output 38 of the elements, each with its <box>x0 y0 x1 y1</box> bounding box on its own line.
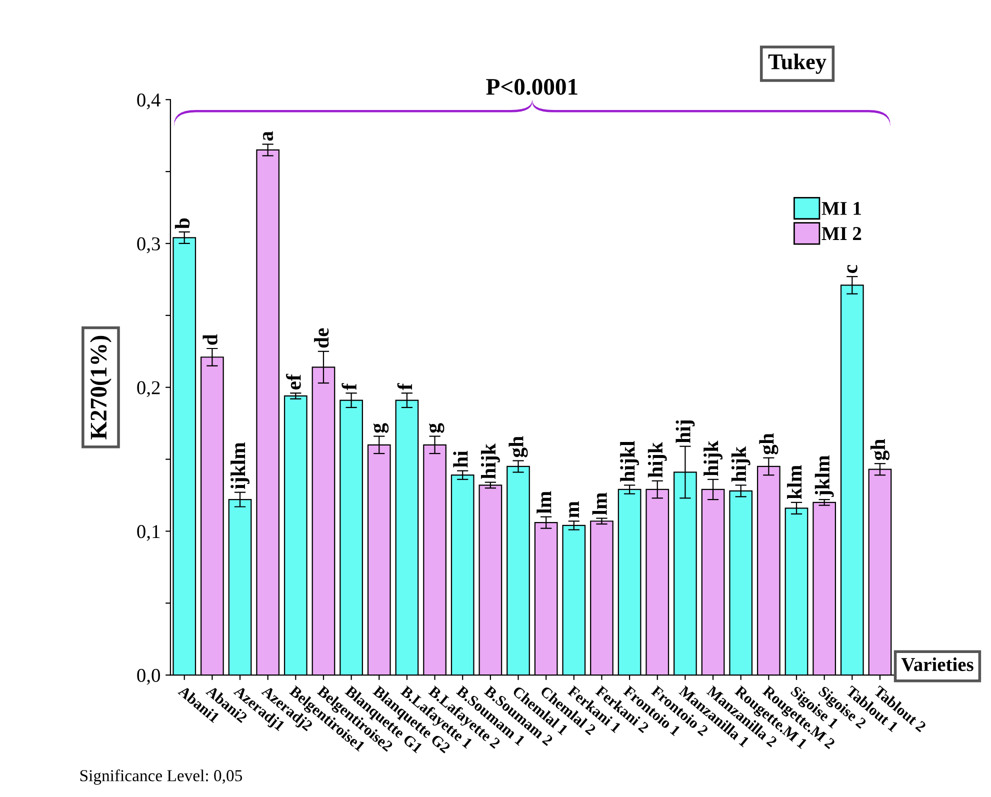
data-label: lm <box>536 491 552 514</box>
data-label: hijkl <box>620 440 639 482</box>
data-label: gh <box>870 439 890 460</box>
data-label: hijk <box>704 440 722 476</box>
y-tick-label: 0,0 <box>137 668 160 685</box>
data-label: m <box>569 501 579 518</box>
legend-label: MI 2 <box>822 227 862 240</box>
data-label: g <box>373 423 389 433</box>
data-label: ijklm <box>230 442 250 490</box>
data-label: hij <box>676 420 695 443</box>
data-label: hijk <box>731 446 750 482</box>
data-label: de <box>314 328 329 348</box>
y-tick-label: 0,4 <box>137 93 160 110</box>
data-label: hijk <box>648 442 667 478</box>
data-label: ef <box>286 374 301 390</box>
data-label: lm <box>592 492 607 515</box>
data-label: jklm <box>814 455 834 497</box>
data-label: hijk <box>480 444 500 479</box>
x-axis-title: Varieties <box>901 657 974 672</box>
data-label: f <box>342 383 356 390</box>
data-label: f <box>397 383 412 390</box>
y-tick-label: 0,1 <box>137 525 160 541</box>
chart-title: P<0.0001 <box>486 78 578 95</box>
data-label: b <box>174 218 190 229</box>
y-tick-label: 0,2 <box>137 381 160 398</box>
y-axis-title: K270(1%) <box>90 336 112 440</box>
data-label: g <box>428 423 444 433</box>
data-label: hi <box>453 450 468 468</box>
legend-label: MI 1 <box>822 202 861 215</box>
data-label: c <box>847 264 858 273</box>
data-label: a <box>263 131 274 141</box>
data-label: d <box>202 334 218 345</box>
text: Tukey <box>768 54 826 74</box>
text: Significance Level: 0,05 <box>80 769 242 785</box>
data-label: gh <box>508 436 528 458</box>
data-label: gh <box>759 433 778 454</box>
y-tick-label: 0,3 <box>137 237 160 254</box>
data-label: klm <box>787 465 802 500</box>
